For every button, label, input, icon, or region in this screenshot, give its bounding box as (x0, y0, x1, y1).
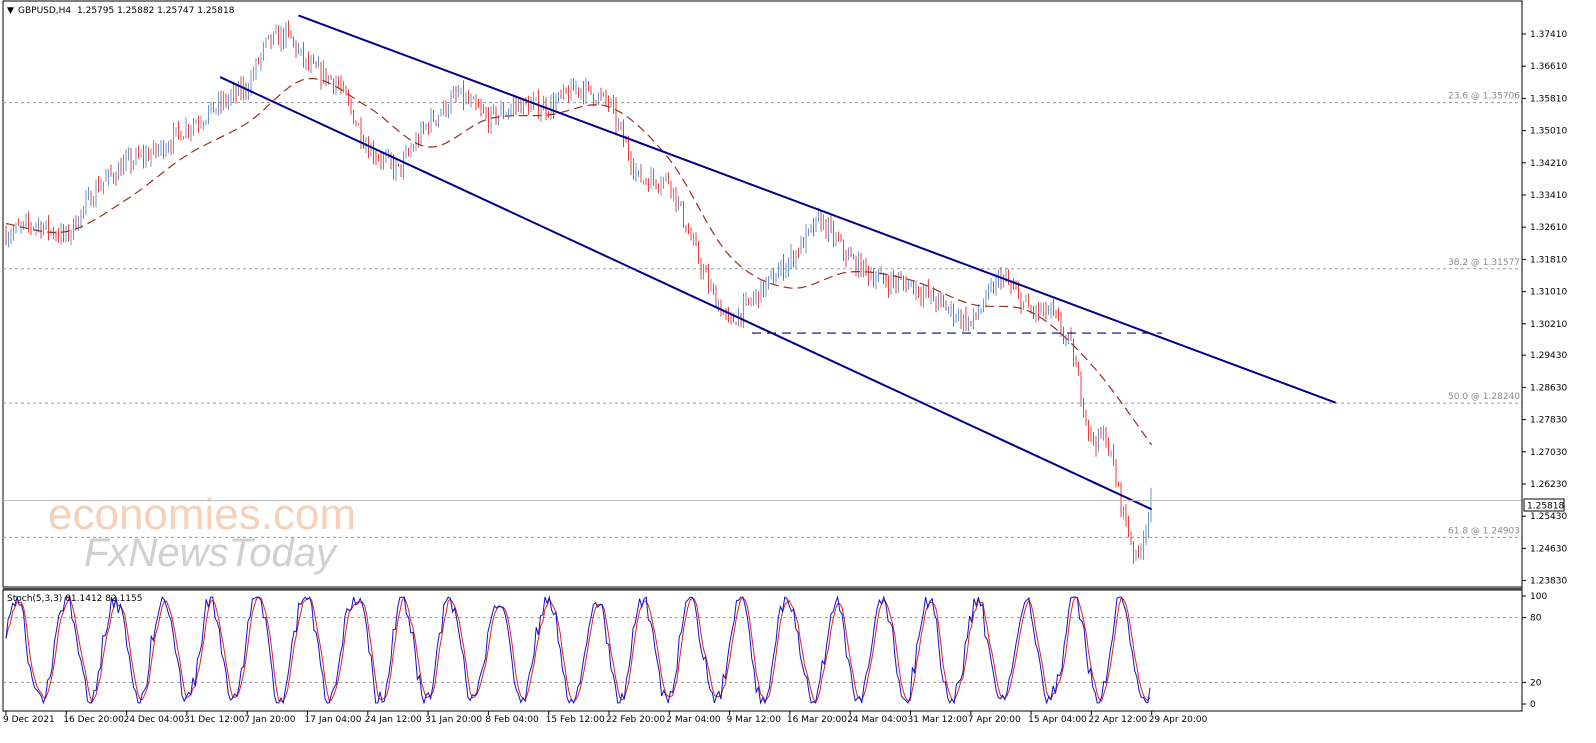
time-tick-label: 16 Mar 20:00 (787, 715, 847, 725)
time-tick-label: 17 Jan 04:00 (305, 715, 362, 725)
fib-level-label: 23.6 @ 1.35706 (1448, 92, 1520, 102)
time-tick-label: 22 Feb 20:00 (606, 715, 665, 725)
time-tick-label: 8 Feb 04:00 (485, 715, 539, 725)
current-price-value: 1.25818 (1527, 502, 1564, 512)
time-tick-label: 22 Apr 12:00 (1088, 715, 1147, 725)
price-tick-label: 1.34210 (1530, 159, 1567, 169)
price-tick-label: 1.28630 (1530, 383, 1567, 393)
moving-average-line (5, 77, 1153, 446)
price-tick-label: 1.30210 (1530, 320, 1567, 330)
watermark-line2: FxNewsToday (84, 531, 339, 575)
fibonacci-levels: 23.6 @ 1.35706 38.2 @ 1.31577 50.0 @ 1.282… (3, 92, 1522, 538)
time-tick-label: 31 Mar 12:00 (908, 715, 968, 725)
price-axis: 1.37410 1.36610 1.35810 1.35010 1.34210 1.334… (1521, 1, 1567, 711)
price-tick-label: 1.35010 (1530, 127, 1567, 137)
time-tick-label: 29 Apr 20:00 (1149, 715, 1208, 725)
price-tick-label: 1.31010 (1530, 288, 1567, 298)
stochastic-signal-line (5, 595, 1151, 704)
time-tick-label: 7 Jan 20:00 (244, 715, 296, 725)
time-tick-label: 31 Dec 12:00 (184, 715, 245, 725)
stochastic-label: Stoch(5,3,3) 81.1412 82.1155 (7, 594, 142, 604)
watermark: economies.com FxNewsToday (48, 490, 356, 575)
time-tick-label: 2 Mar 04:00 (666, 715, 721, 725)
price-tick-label: 1.24630 (1530, 544, 1567, 554)
time-tick-label: 31 Jan 20:00 (425, 715, 482, 725)
fib-level-label: 50.0 @ 1.28240 (1448, 392, 1520, 402)
stochastic-tick-label: 80 (1530, 614, 1542, 624)
time-tick-label: 15 Feb 12:00 (546, 715, 605, 725)
time-tick-label: 7 Apr 20:00 (968, 715, 1021, 725)
current-price-badge: 1.25818 (1523, 498, 1565, 512)
price-tick-label: 1.36610 (1530, 62, 1567, 72)
price-panel[interactable]: 23.6 @ 1.35706 38.2 @ 1.31577 50.0 @ 1.282… (2, 0, 1523, 588)
chart-header: ▼ GBPUSD,H4 1.25795 1.25882 1.25747 1.25… (7, 6, 235, 16)
time-tick-label: 15 Apr 04:00 (1028, 715, 1087, 725)
price-tick-label: 1.27030 (1530, 448, 1567, 458)
price-tick-label: 1.32610 (1530, 223, 1567, 233)
current-price-badge-box (1523, 498, 1565, 512)
price-tick-label: 1.27830 (1530, 416, 1567, 426)
time-tick-label: 9 Mar 12:00 (727, 715, 782, 725)
price-tick-label: 1.25430 (1530, 512, 1567, 522)
price-tick-label: 1.29430 (1530, 351, 1567, 361)
stochastic-tick-label: 100 (1530, 592, 1547, 602)
candlesticks (5, 20, 1152, 564)
channel-lower-line[interactable] (219, 76, 1153, 511)
price-tick-label: 1.35810 (1530, 94, 1567, 104)
ohlc-label: 1.25795 1.25882 1.25747 1.25818 (77, 6, 235, 16)
price-tick-label: 1.23830 (1530, 577, 1567, 587)
time-tick-label: 24 Mar 04:00 (847, 715, 907, 725)
stochastic-tick-label: 0 (1530, 700, 1536, 710)
dropdown-triangle-icon[interactable]: ▼ (7, 6, 14, 16)
time-tick-label: 16 Dec 20:00 (63, 715, 124, 725)
time-tick-label: 24 Jan 12:00 (365, 715, 422, 725)
stochastic-levels (3, 617, 1522, 683)
time-axis: 9 Dec 2021 16 Dec 20:00 24 Dec 04:00 31 Dec… (3, 711, 1208, 725)
price-tick-label: 1.31810 (1530, 255, 1567, 265)
symbol-label: GBPUSD,H4 (18, 6, 71, 16)
watermark-line1: economies.com (48, 490, 356, 539)
stochastic-axis: 100 80 20 0 (1522, 592, 1547, 710)
price-tick-label: 1.26230 (1530, 480, 1567, 490)
stochastic-tick-label: 20 (1530, 678, 1542, 688)
fib-level-label: 38.2 @ 1.31577 (1448, 258, 1520, 268)
time-tick-label: 24 Dec 04:00 (124, 715, 185, 725)
price-tick-label: 1.33410 (1530, 191, 1567, 201)
time-tick-label: 9 Dec 2021 (3, 715, 55, 725)
fib-level-label: 61.8 @ 1.24903 (1448, 526, 1520, 536)
price-tick-label: 1.37410 (1530, 30, 1567, 40)
stochastic-panel[interactable]: Stoch(5,3,3) 81.1412 82.1155 (2, 588, 1523, 712)
stochastic-main-line (5, 595, 1151, 705)
channel-upper-line[interactable] (298, 14, 1336, 404)
